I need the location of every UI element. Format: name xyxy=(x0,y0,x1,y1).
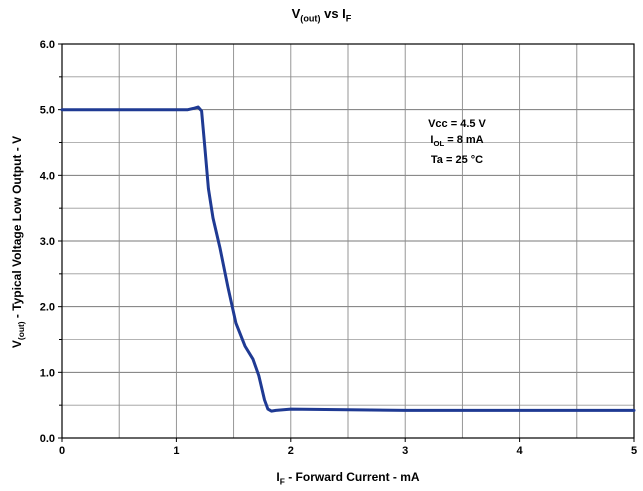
y-tick-label: 1.0 xyxy=(40,367,55,379)
x-tick-label: 4 xyxy=(517,445,524,457)
annotation-vcc: Vcc = 4.5 V xyxy=(428,118,486,130)
annotation-iol: IOL = 8 mA xyxy=(430,134,484,149)
x-tick-label: 1 xyxy=(173,445,179,457)
y-tick-label: 3.0 xyxy=(40,236,55,248)
y-tick-label: 6.0 xyxy=(40,39,55,51)
conditions-annotation: Vcc = 4.5 V IOL = 8 mA Ta = 25 °C xyxy=(392,116,522,168)
series-line xyxy=(60,105,636,413)
chart-title: V(out) vs IF xyxy=(291,6,352,24)
x-tick-label: 5 xyxy=(631,445,637,457)
y-tick-label: 0.0 xyxy=(40,433,55,445)
annotation-ta: Ta = 25 °C xyxy=(430,154,484,167)
x-axis-label: IF - Forward Current - mA xyxy=(276,470,420,487)
y-axis-label: V(out) - Typical Voltage Low Output - V xyxy=(9,135,27,349)
x-tick-label: 3 xyxy=(402,445,408,457)
y-tick-label: 2.0 xyxy=(40,302,55,314)
x-tick-label: 0 xyxy=(59,445,65,457)
y-tick-label: 4.0 xyxy=(40,170,55,182)
y-tick-label: 5.0 xyxy=(40,105,55,117)
x-tick-label: 2 xyxy=(288,445,294,457)
